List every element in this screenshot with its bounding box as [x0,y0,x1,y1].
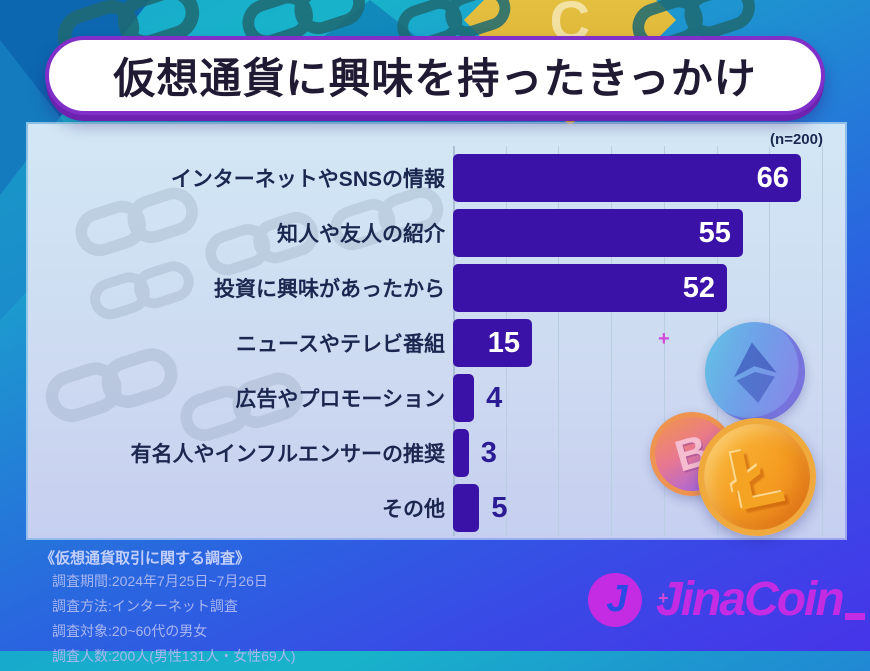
bar-row: 有名人やインフルエンサーの推奨 3 [28,425,845,480]
survey-line: 調査対象:20~60代の男女 [52,623,208,639]
jinacoin-logo-icon: J [588,572,642,627]
category-label: その他 [382,497,445,521]
survey-line: 調査人数:200人(男性131人・女性69人) [52,648,296,664]
category-label: ニュースやテレビ番組 [236,332,445,356]
category-label: インターネットやSNSの情報 [170,167,445,191]
jinacoin-logo: J JinaCoin [588,572,865,627]
bar-row: 投資に興味があったから 52 [28,260,845,315]
chain-link-watermark-icon [88,254,198,331]
bar-value: 66 [756,161,789,194]
category-label: 広告やプロモーション [235,387,445,411]
ethereum-icon [733,342,777,403]
gridline [821,146,823,536]
bar-row: 広告やプロモーション 4 [28,370,845,425]
survey-line: 調査方法:インターネット調査 [52,598,238,614]
category-label: 知人や友人の紹介 [277,222,445,246]
bar [453,318,533,367]
bar-track: 55 [453,208,843,257]
survey-line: 調査期間:2024年7月25日~7月26日 [52,573,268,589]
bar-track: 5 [453,483,843,532]
bar-track: 15 [453,318,843,367]
bar [453,428,469,477]
plus-decor-icon: + [658,328,670,350]
chart-panel: (n=200) インターネットやSNSの情報 66 知人や友人の紹介 55 投資… [28,124,845,538]
bar [453,263,728,312]
gridline [558,146,560,536]
chain-link-watermark-icon [73,179,203,270]
chain-link-watermark-icon [43,339,183,437]
survey-heading: 《仮想通貨取引に関する調査》 [40,550,251,567]
bar-value: 5 [491,491,508,524]
logo-tail [844,613,865,620]
chain-link-watermark-icon [178,364,308,455]
ethereum-coin [700,317,810,427]
plus-decor-icon: + [658,588,669,608]
page-title: 仮想通貨に興味を持ったきっかけ [113,55,757,102]
category-label: 有名人やインフルエンサーの推奨 [130,442,445,466]
bar [453,208,743,257]
bar-row: 知人や友人の紹介 55 [28,205,845,260]
title-banner: 仮想通貨に興味を持ったきっかけ [45,36,825,115]
bar [453,373,475,422]
category-label: 投資に興味があったから [214,277,445,301]
logo-text: JinaCoin [656,573,845,626]
bar-value: 52 [682,271,716,304]
chain-link-watermark-icon [203,204,323,288]
litecoin-symbol: Ł [722,425,792,528]
bar-track: 66 [453,153,843,202]
gridline [663,146,665,536]
bar [453,483,480,532]
bar-track: 3 [453,428,843,477]
chain-link-watermark-icon [328,179,448,263]
gridline [611,146,613,536]
bar-value: 15 [487,326,521,359]
bar-row: ニュースやテレビ番組 15 [28,315,845,370]
bar-row: その他 5 [28,480,845,535]
bar-value: 3 [480,436,497,469]
survey-info: 《仮想通貨取引に関する調査》 調査期間:2024年7月25日~7月26日 調査方… [40,547,296,671]
bar-track: 4 [453,373,843,422]
bar-track: 52 [453,263,843,312]
bar-value: 55 [698,216,731,249]
bar [453,153,801,202]
logo-letter: J [606,578,628,620]
bar-row: インターネットやSNSの情報 66 [28,150,845,205]
sample-size-label: (n=200) [770,131,823,148]
bar-chart: インターネットやSNSの情報 66 知人や友人の紹介 55 投資に興味があったか… [28,150,845,535]
bar-value: 4 [486,381,503,414]
